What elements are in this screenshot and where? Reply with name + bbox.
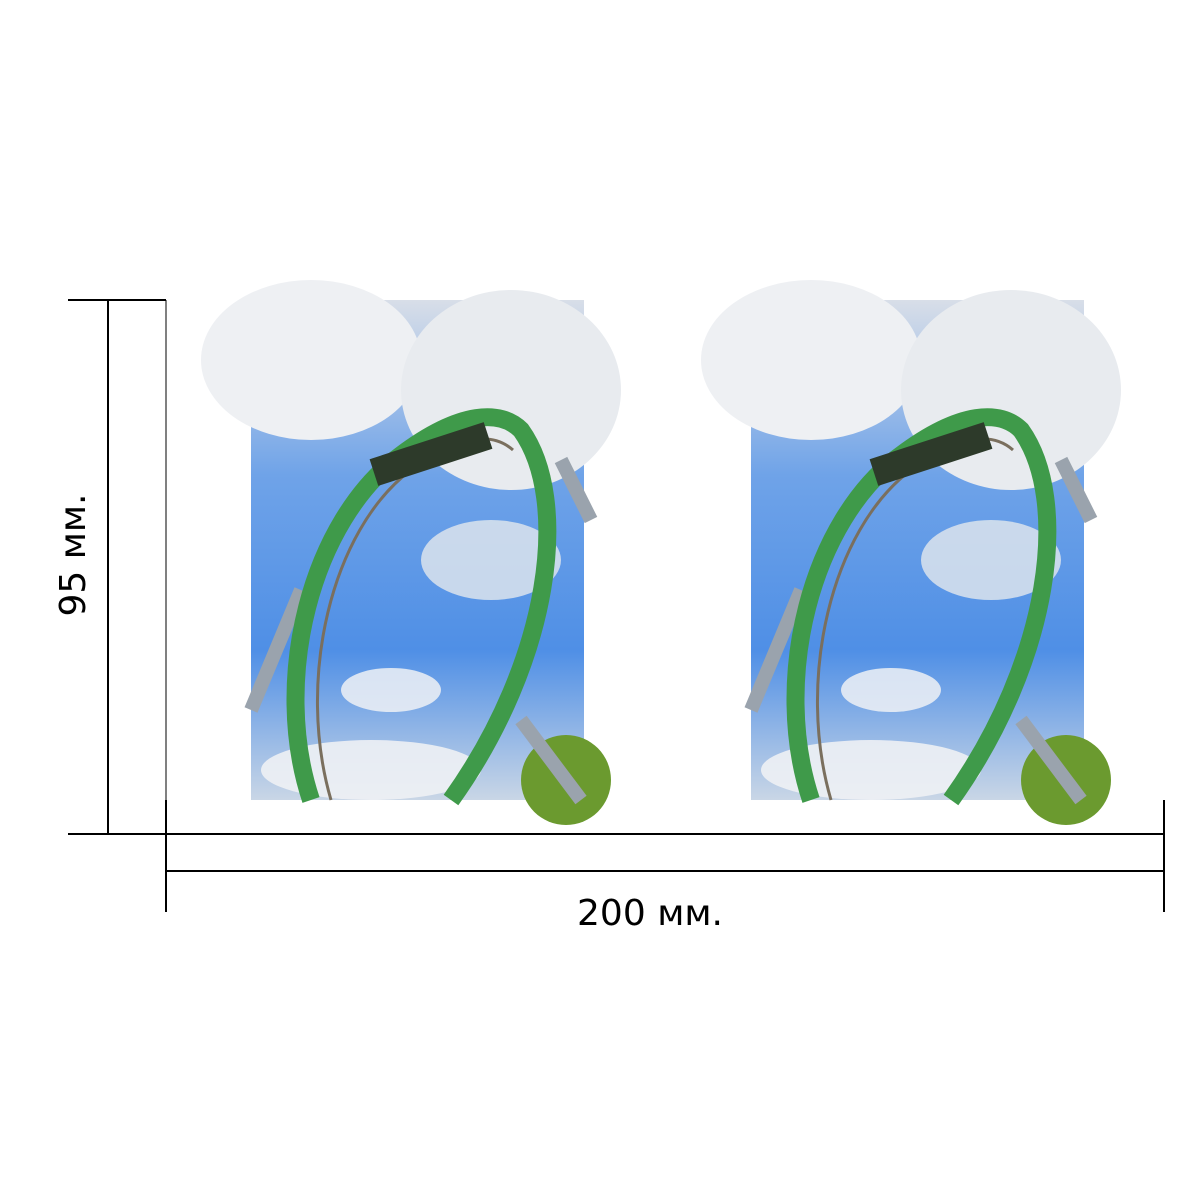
photo-left (201, 280, 621, 825)
width-dimension (165, 800, 1165, 912)
width-label: 200 мм. (577, 893, 723, 934)
height-label: 95 мм. (53, 493, 94, 616)
photo-right (701, 280, 1121, 825)
height-dimension (68, 299, 167, 835)
